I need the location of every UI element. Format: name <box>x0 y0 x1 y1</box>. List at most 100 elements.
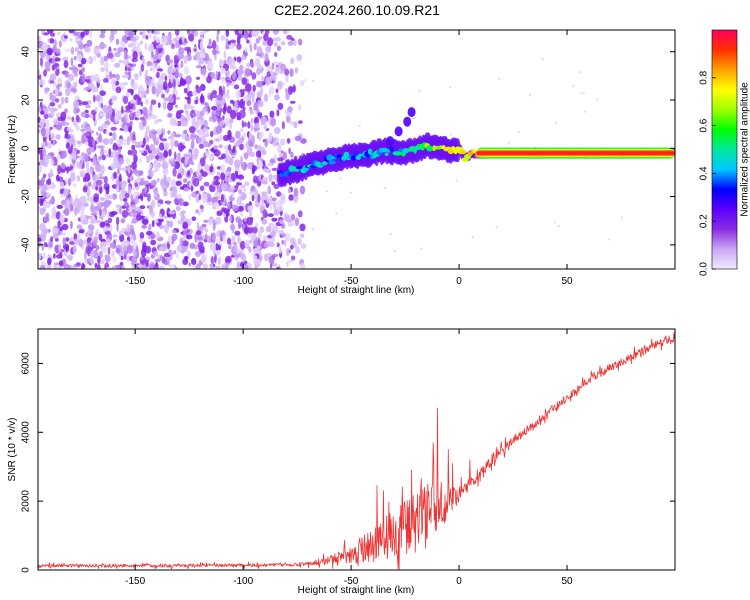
spectrogram-noise-speck <box>216 171 221 176</box>
spectrogram-noise-speck <box>101 211 106 218</box>
spectrogram-noise-speck <box>183 55 188 65</box>
spectrogram-noise-speck <box>184 103 187 111</box>
spectrogram-noise-speck <box>267 213 275 218</box>
spectrogram-noise-speck <box>94 262 98 269</box>
spectrogram-noise-speck <box>44 141 48 147</box>
spectrogram-noise-speck <box>229 216 233 222</box>
spectrogram-noise-speck <box>254 122 260 129</box>
spectrogram-noise-speck <box>50 111 55 117</box>
spectrogram-noise-speck <box>206 76 212 84</box>
spectrogram-noise-speck <box>339 177 342 180</box>
spectrogram-noise-speck <box>276 242 280 248</box>
spectrogram-noise-speck <box>271 181 276 186</box>
spectrogram-noise-speck <box>299 185 306 195</box>
spectrogram-noise-speck <box>174 195 178 199</box>
spectrogram-noise-speck <box>152 251 158 257</box>
spectrogram-noise-speck <box>295 245 300 254</box>
spectrogram-noise-speck <box>163 191 168 197</box>
spectrogram-noise-speck <box>162 215 169 219</box>
spectrogram-noise-speck <box>207 106 211 114</box>
spectrogram-noise-speck <box>204 163 210 171</box>
spectrogram-noise-speck <box>222 79 226 84</box>
spectrogram-noise-speck <box>61 223 69 231</box>
spectrogram-noise-speck <box>265 76 270 86</box>
spectrogram-noise-speck <box>227 237 231 245</box>
spectrogram-noise-speck <box>84 154 89 162</box>
spectrogram-noise-speck <box>252 226 258 234</box>
spectrogram-noise-speck <box>177 219 183 225</box>
spectrogram-noise-speck <box>175 181 182 186</box>
spectrogram-plot-area <box>38 30 675 269</box>
spectrogram-noise-speck <box>216 210 221 216</box>
spectrogram-noise-speck <box>163 97 170 102</box>
spectrogram-noise-speck <box>121 167 128 171</box>
spectrogram-noise-speck <box>137 97 141 106</box>
spectrogram-noise-speck <box>38 35 41 42</box>
spectrogram-noise-speck <box>150 99 157 105</box>
spectrogram-noise-speck <box>42 173 47 178</box>
spectrogram-noise-speck <box>251 194 255 202</box>
colorbar-tick-label: 0.2 <box>699 214 710 228</box>
spectrogram-noise-speck <box>130 148 138 157</box>
spectrogram-noise-speck <box>261 191 265 196</box>
spectrogram-noise-speck <box>228 57 235 67</box>
spectrogram-noise-speck <box>168 148 172 157</box>
spectrogram-noise-speck <box>148 163 153 169</box>
spectrogram-noise-speck <box>106 266 113 269</box>
spectrogram-noise-speck <box>125 157 130 166</box>
spectrogram-noise-speck <box>128 126 132 133</box>
spectrogram-noise-speck <box>150 233 156 239</box>
spectrogram-noise-speck <box>289 58 295 65</box>
spectrogram-noise-speck <box>276 109 280 117</box>
spectrogram-noise-speck <box>124 112 128 119</box>
spectrogram-noise-speck <box>266 198 272 204</box>
spectrogram-noise-speck <box>145 261 149 268</box>
spectrogram-noise-speck <box>103 108 110 114</box>
spectrogram-noise-speck <box>201 171 208 177</box>
spectrogram-noise-speck <box>205 233 208 241</box>
spectrogram-noise-speck <box>41 142 45 151</box>
spectrogram-noise-speck <box>224 117 230 127</box>
spectrogram-noise-speck <box>182 221 189 229</box>
snr-x-axis: -150 -100 -50 0 50 <box>125 329 573 587</box>
spectrogram-noise-speck <box>38 162 41 166</box>
spectrogram-noise-speck <box>158 152 165 160</box>
spectrogram-noise-speck <box>68 66 75 71</box>
spectrogram-noise-speck <box>114 62 121 68</box>
spectrogram-noise-speck <box>39 198 43 207</box>
spectrogram-noise-speck <box>240 184 246 189</box>
spectrogram-noise-layer <box>38 30 624 269</box>
spectrogram-noise-speck <box>124 66 128 72</box>
spectrogram-noise-speck <box>92 239 98 247</box>
spectrogram-noise-speck <box>266 241 271 246</box>
spectrogram-noise-speck <box>97 255 101 265</box>
spectrogram-noise-speck <box>300 233 305 238</box>
spectrogram-noise-speck <box>142 241 147 251</box>
spectrogram-noise-speck <box>84 78 90 82</box>
spectrogram-noise-speck <box>86 39 93 47</box>
spectrogram-noise-speck <box>272 174 277 180</box>
spectrogram-noise-speck <box>168 136 173 140</box>
spectrogram-noise-speck <box>96 52 101 58</box>
spectrogram-noise-speck <box>151 220 155 228</box>
spectrogram-noise-speck <box>199 110 205 117</box>
spectrogram-noise-speck <box>220 67 226 74</box>
spectrogram-noise-speck <box>195 76 201 80</box>
spectrogram-noise-speck <box>247 205 254 212</box>
spectrogram-noise-speck <box>191 258 197 265</box>
spectrogram-noise-speck <box>87 196 90 202</box>
spectrogram-noise-speck <box>174 134 182 138</box>
spectrogram-noise-speck <box>240 240 246 250</box>
spectrogram-noise-speck <box>39 186 43 190</box>
spectrogram-noise-speck <box>112 149 117 159</box>
spectrogram-noise-speck <box>240 155 243 165</box>
spectrogram-noise-speck <box>204 228 209 233</box>
spectrogram-noise-speck <box>203 219 210 223</box>
spectrogram-noise-speck <box>186 84 190 93</box>
spectrogram-ridge-blob <box>343 151 350 158</box>
spectrogram-noise-speck <box>127 55 132 60</box>
spectrogram-noise-speck <box>80 124 84 129</box>
spectrogram-noise-speck <box>90 212 97 216</box>
spectrogram-noise-speck <box>297 237 302 246</box>
spectrogram-noise-speck <box>105 68 109 72</box>
